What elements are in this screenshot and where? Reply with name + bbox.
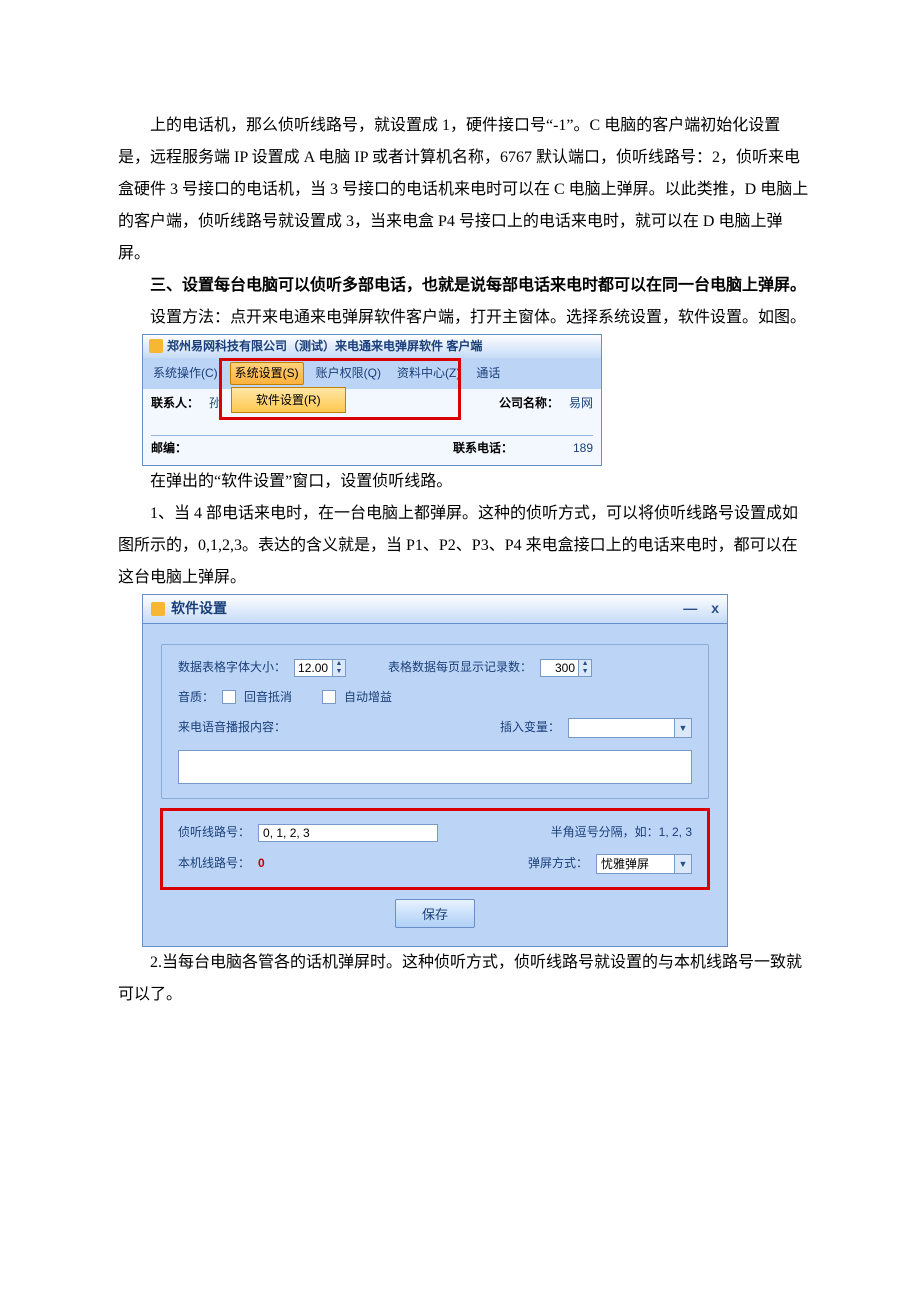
local-line-value: 0 — [258, 855, 265, 872]
records-value[interactable]: 300 — [540, 659, 578, 677]
dialog-titlebar: 软件设置 — x — [142, 594, 728, 623]
paragraph-5: 1、当 4 部电话来电时，在一台电脑上都弹屏。这种的侦听方式，可以将侦听线路号设… — [118, 498, 810, 594]
records-label: 表格数据每页显示记录数： — [388, 659, 532, 676]
panel-general: 数据表格字体大小： 12.00 ▲▼ 表格数据每页显示记录数： 300 ▲▼ 音… — [161, 644, 709, 799]
paragraph-3: 设置方法：点开来电通来电弹屏软件客户端，打开主窗体。选择系统设置，软件设置。如图… — [118, 302, 810, 334]
dialog-icon — [151, 602, 165, 616]
highlight-box-lines — [160, 808, 710, 890]
listen-line-hint: 半角逗号分隔，如：1, 2, 3 — [551, 824, 692, 841]
menubar: 系统操作(C) 系统设置(S) 账户权限(Q) 资料中心(Z) 通话 — [142, 358, 602, 389]
tel-value: 189 — [573, 440, 593, 457]
chevron-down-icon[interactable]: ▼ — [674, 854, 692, 874]
zip-label: 邮编： — [151, 440, 187, 457]
paragraph-2-heading: 三、设置每台电脑可以侦听多部电话，也就是说每部电话来电时都可以在同一台电脑上弹屏… — [118, 270, 810, 302]
dialog-title-text: 软件设置 — [171, 599, 227, 619]
save-button[interactable]: 保存 — [395, 899, 475, 928]
menu-system-ops[interactable]: 系统操作(C) — [149, 363, 222, 384]
contact-value: 孙 — [209, 395, 221, 412]
font-size-label: 数据表格字体大小： — [178, 659, 286, 676]
echo-checkbox[interactable] — [222, 690, 236, 704]
insert-var-value[interactable] — [568, 718, 674, 738]
panel-lines: 侦听线路号： 半角逗号分隔，如：1, 2, 3 本机线路号： 0 弹屏方式： 忧… — [161, 809, 709, 889]
close-icon[interactable]: x — [711, 599, 719, 619]
screenshot-settings-dialog: 软件设置 — x 数据表格字体大小： 12.00 ▲▼ 表格数据每页显示记录数： — [142, 594, 728, 946]
minimize-icon[interactable]: — — [683, 599, 697, 619]
voice-label: 来电语音播报内容： — [178, 719, 286, 736]
menu-call[interactable]: 通话 — [472, 363, 504, 384]
listen-line-input[interactable] — [258, 824, 438, 842]
spin-up-icon[interactable]: ▲ — [333, 660, 345, 668]
voice-content-textarea[interactable] — [178, 750, 692, 784]
document-page: 上的电话机，那么侦听线路号，就设置成 1，硬件接口号“-1”。C 电脑的客户端初… — [0, 0, 920, 1061]
dropdown-software-settings[interactable]: 软件设置(R) — [231, 387, 346, 414]
spin-up-icon[interactable]: ▲ — [579, 660, 591, 668]
popup-mode-label: 弹屏方式： — [528, 855, 588, 872]
window-body-row2: 邮编： 联系电话： 189 — [151, 435, 593, 457]
insert-var-label: 插入变量： — [500, 719, 560, 736]
paragraph-6: 2.当每台电脑各管各的话机弹屏时。这种侦听方式，侦听线路号就设置的与本机线路号一… — [118, 947, 810, 1011]
records-spinner[interactable]: 300 ▲▼ — [540, 659, 592, 677]
menu-data-center[interactable]: 资料中心(Z) — [393, 363, 464, 384]
chevron-down-icon[interactable]: ▼ — [674, 718, 692, 738]
app-icon — [149, 339, 163, 353]
popup-mode-dropdown[interactable]: 忧雅弹屏 ▼ — [596, 854, 692, 874]
menu-account[interactable]: 账户权限(Q) — [312, 363, 385, 384]
local-line-label: 本机线路号： — [178, 855, 250, 872]
font-size-value[interactable]: 12.00 — [294, 659, 332, 677]
contact-label: 联系人： — [151, 395, 199, 412]
company-label: 公司名称： — [499, 395, 559, 412]
insert-var-dropdown[interactable]: ▼ — [568, 718, 692, 738]
screenshot-menubar: 郑州易网科技有限公司（测试）来电通来电弹屏软件 客户端 系统操作(C) 系统设置… — [142, 334, 602, 466]
spin-down-icon[interactable]: ▼ — [579, 668, 591, 676]
gain-label: 自动增益 — [344, 689, 392, 706]
window-title-text: 郑州易网科技有限公司（测试）来电通来电弹屏软件 客户端 — [167, 338, 482, 355]
paragraph-4: 在弹出的“软件设置”窗口，设置侦听线路。 — [118, 466, 810, 498]
gain-checkbox[interactable] — [322, 690, 336, 704]
font-size-spinner[interactable]: 12.00 ▲▼ — [294, 659, 346, 677]
tel-label: 联系电话： — [453, 440, 513, 457]
window-titlebar: 郑州易网科技有限公司（测试）来电通来电弹屏软件 客户端 — [142, 334, 602, 358]
company-value: 易网 — [569, 395, 593, 412]
menu-system-settings[interactable]: 系统设置(S) — [230, 362, 304, 385]
listen-line-label: 侦听线路号： — [178, 824, 250, 841]
window-body: 软件设置(R) 联系人： 孙 公司名称： 易网 邮编： 联系电话： 189 — [142, 389, 602, 467]
popup-mode-value[interactable]: 忧雅弹屏 — [596, 854, 674, 874]
spin-down-icon[interactable]: ▼ — [333, 668, 345, 676]
quality-label: 音质： — [178, 689, 214, 706]
echo-label: 回音抵消 — [244, 689, 292, 706]
paragraph-1: 上的电话机，那么侦听线路号，就设置成 1，硬件接口号“-1”。C 电脑的客户端初… — [118, 110, 810, 270]
dialog-body: 数据表格字体大小： 12.00 ▲▼ 表格数据每页显示记录数： 300 ▲▼ 音… — [142, 623, 728, 947]
